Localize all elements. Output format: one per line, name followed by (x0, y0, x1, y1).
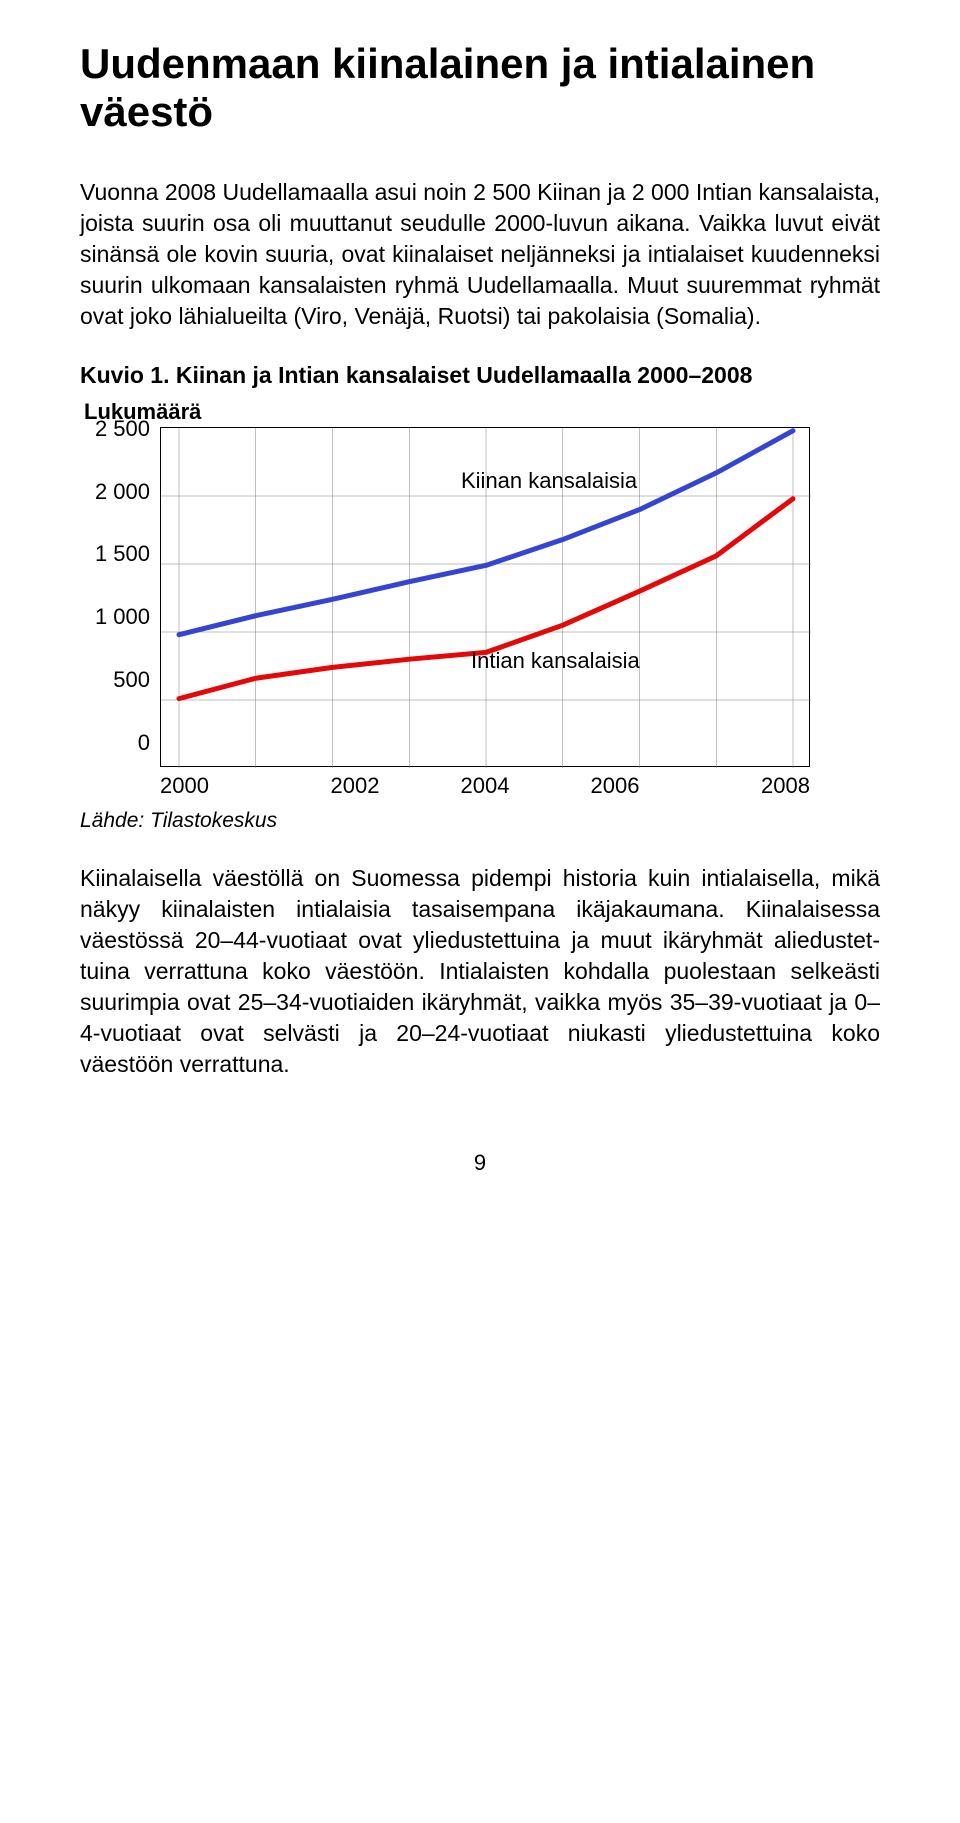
y-tick: 500 (113, 667, 150, 693)
y-tick: 0 (138, 730, 150, 756)
y-axis-ticks: 2 500 2 000 1 500 1 000 500 0 (80, 416, 160, 756)
chart-container: Lukumäärä 2 500 2 000 1 500 1 000 500 0 Kiina… (80, 399, 880, 799)
y-axis-label: Lukumäärä (84, 399, 880, 425)
page-title: Uudenmaan kiinalai­nen ja intialai­nen v… (80, 40, 880, 137)
x-tick: 2000 (160, 773, 290, 799)
chart-plot-area: Kiinan kansalaisia Intian kansalaisia (160, 427, 810, 767)
x-tick: 2006 (550, 773, 680, 799)
x-tick: 2004 (420, 773, 550, 799)
y-tick: 2 000 (95, 479, 150, 505)
series-label: Intian kansalaisia (471, 648, 640, 674)
figure-number: Kuvio 1. (80, 362, 169, 388)
figure-caption: Kuvio 1. Kiinan ja Intian kansalaiset Uu… (80, 362, 880, 389)
y-tick: 2 500 (95, 416, 150, 442)
page-number: 9 (80, 1150, 880, 1176)
x-axis-ticks: 20002002200420062008 (160, 773, 810, 799)
series-label: Kiinan kansalaisia (461, 468, 637, 494)
chart-source: Lähde: Tilastokeskus (80, 809, 880, 833)
y-tick: 1 000 (95, 604, 150, 630)
paragraph-1: Vuonna 2008 Uudellamaalla asui noin 2 50… (80, 177, 880, 332)
figure-title: Kiinan ja Intian kansalaiset Uudellamaal… (176, 362, 753, 388)
x-tick: 2002 (290, 773, 420, 799)
x-tick: 2008 (680, 773, 810, 799)
y-tick: 1 500 (95, 541, 150, 567)
paragraph-2: Kiinalai­sella väestöllä on Suomessa pid… (80, 863, 880, 1080)
